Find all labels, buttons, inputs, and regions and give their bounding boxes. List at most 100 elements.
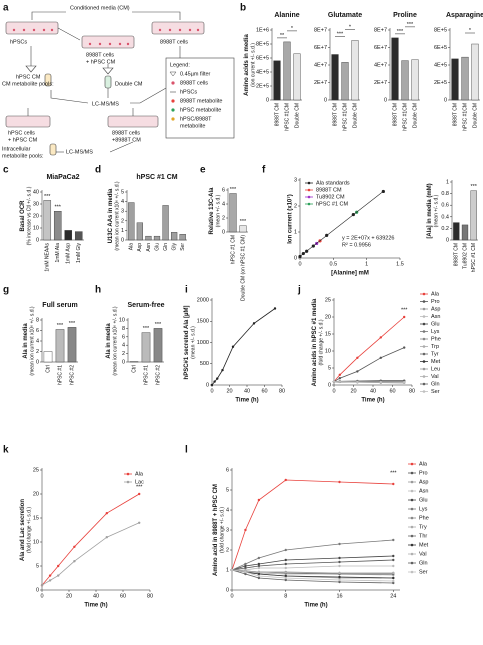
bar bbox=[283, 41, 291, 101]
legend-marker bbox=[410, 552, 414, 556]
x-tick-label: hPSC #1CM bbox=[342, 103, 348, 131]
x-tick-label: hPSC #2 bbox=[69, 365, 75, 385]
x-tick-label: 0 bbox=[40, 593, 43, 599]
series-line bbox=[231, 479, 394, 571]
y-tick-label: 1500 bbox=[197, 319, 209, 325]
x-tick-label: Ala bbox=[129, 243, 135, 250]
legend-label: Ala standards bbox=[316, 180, 350, 186]
chart-title: Proline bbox=[393, 12, 417, 19]
bar bbox=[153, 235, 161, 241]
bar bbox=[145, 235, 152, 241]
connector bbox=[132, 11, 181, 20]
significance-label: *** bbox=[143, 326, 150, 332]
y-tick-label: 1 bbox=[294, 229, 297, 235]
diagram-label: Intracellular bbox=[2, 146, 31, 152]
legend-label: 8988T cells bbox=[180, 80, 208, 86]
chart-title: Asparagine bbox=[446, 12, 483, 19]
x-axis-label: [Alanine] mM bbox=[331, 271, 369, 277]
series-line bbox=[231, 569, 394, 584]
diagram-label: 8988T cells bbox=[160, 39, 188, 45]
cells bbox=[12, 28, 200, 46]
dish bbox=[107, 115, 159, 128]
bar bbox=[331, 54, 339, 101]
y-tick-label: 2 bbox=[294, 203, 297, 209]
y-tick-label: 0.6 bbox=[441, 203, 449, 209]
x-tick-label: Double CM bbox=[294, 103, 300, 128]
y-tick-label: 2E+7 bbox=[374, 80, 387, 86]
legend-label: hPSCs bbox=[180, 89, 197, 95]
x-tick-label: 20 bbox=[226, 388, 232, 394]
panel-label: a bbox=[3, 3, 9, 14]
y-tick-label: 0 bbox=[36, 359, 39, 365]
significance-label: *** bbox=[240, 219, 247, 225]
series-line bbox=[231, 569, 394, 582]
legend-label: Try bbox=[419, 524, 427, 530]
y-tick-label: 0.2 bbox=[441, 226, 449, 232]
legend-label: Ala bbox=[431, 291, 440, 297]
legend-label: Met bbox=[419, 542, 429, 548]
x-tick-label: 8988T CM bbox=[452, 103, 458, 126]
y-axis-label: Amino acids in media bbox=[244, 33, 250, 95]
y-tick-label: 2 bbox=[122, 351, 125, 357]
x-tick-label: Double CM (on hPSC #1 CM) bbox=[240, 235, 246, 301]
series-line bbox=[41, 493, 140, 586]
legend-label: Thr bbox=[419, 533, 427, 539]
y-tick-label: 5 bbox=[36, 563, 39, 569]
significance-label: * bbox=[469, 28, 472, 34]
y-axis-label: Ala in media bbox=[106, 323, 112, 359]
y-tick-label: 6E+5 bbox=[434, 45, 447, 51]
x-tick-label: 0 bbox=[298, 261, 301, 267]
y-tick-label: 10 bbox=[119, 317, 125, 323]
x-tick-label: 60 bbox=[389, 388, 395, 394]
y-tick-label: 0 bbox=[384, 97, 387, 103]
legend-marker bbox=[307, 181, 311, 185]
bar bbox=[43, 200, 52, 241]
legend-label: 8988T metabolite bbox=[180, 98, 222, 104]
x-tick-label: Ser bbox=[180, 243, 186, 251]
significance-label: ** bbox=[280, 33, 285, 39]
y-axis-label: Relative 13C-Ala bbox=[209, 187, 215, 235]
legend-marker bbox=[307, 188, 311, 192]
x-tick-label: 80 bbox=[279, 388, 285, 394]
bar bbox=[470, 190, 477, 241]
series-line bbox=[333, 316, 405, 382]
legend-label: 0.45µm filter bbox=[180, 71, 211, 77]
y-tick-label: 1 bbox=[446, 179, 449, 185]
x-tick-label: 20 bbox=[350, 388, 356, 394]
panel-label: e bbox=[200, 165, 206, 176]
bar bbox=[64, 230, 73, 241]
panel-label: d bbox=[95, 165, 101, 176]
chart-title: Serum-free bbox=[128, 302, 165, 309]
bar bbox=[179, 234, 186, 241]
x-axis-label: Time (h) bbox=[361, 398, 384, 404]
legend-label: Glu bbox=[419, 497, 428, 503]
x-tick-label: Gly bbox=[171, 243, 177, 251]
y-tick-label: 4E+5 bbox=[434, 62, 447, 68]
y-axis-label: (mean ion current x10⁶ +/- s.d.) bbox=[29, 306, 35, 376]
bar bbox=[341, 62, 349, 101]
y-tick-label: 0 bbox=[206, 382, 209, 388]
x-tick-label: 1mM Ala bbox=[55, 243, 61, 263]
y-tick-label: 8E+5 bbox=[256, 41, 269, 47]
y-axis-label: Amino acid in 8988T + hPSC CM bbox=[213, 484, 219, 576]
significance-label: *** bbox=[55, 205, 62, 211]
diagram-label: hPSC cells bbox=[8, 130, 35, 136]
significance-label: *** bbox=[337, 31, 344, 37]
y-axis-label: (fold change +/- s.d.) bbox=[318, 319, 324, 365]
dish bbox=[5, 21, 59, 35]
x-tick-label: Asp bbox=[137, 243, 143, 252]
y-tick-label: 6 bbox=[122, 334, 125, 340]
legend-label: Lac bbox=[135, 479, 144, 485]
y-tick-label: 0 bbox=[226, 587, 229, 593]
x-tick-label: 80 bbox=[147, 593, 153, 599]
legend-label: metabolite bbox=[180, 123, 205, 129]
y-tick-label: 2 bbox=[36, 349, 39, 355]
y-tick-label: 2 bbox=[226, 547, 229, 553]
bar bbox=[411, 59, 419, 101]
legend-label: Phe bbox=[431, 336, 441, 342]
y-axis-label: (fold change +/- s.d.) bbox=[26, 507, 32, 553]
x-tick-label: Tu8902 CM bbox=[462, 243, 468, 269]
legend-marker bbox=[410, 570, 414, 574]
x-tick-label: 1mM Gly bbox=[76, 243, 82, 264]
y-tick-label: 25 bbox=[33, 467, 39, 473]
